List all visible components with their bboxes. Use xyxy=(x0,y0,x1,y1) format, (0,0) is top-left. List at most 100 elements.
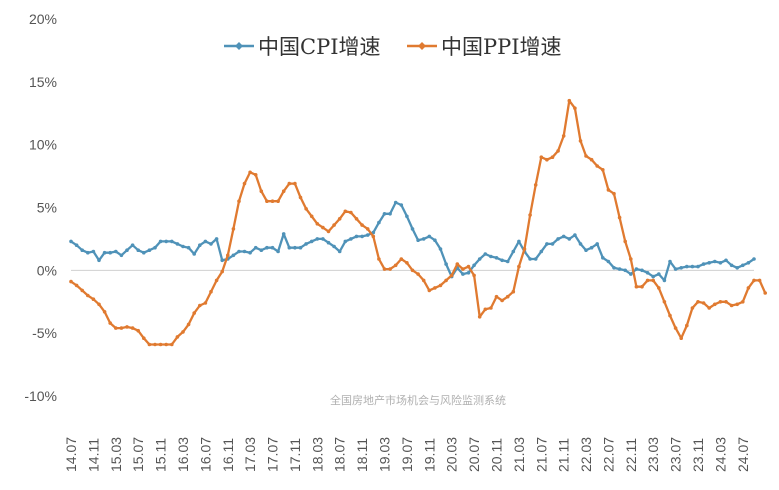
data-point-cpi xyxy=(461,272,465,276)
data-point-cpi xyxy=(91,249,96,254)
legend-label-ppi: 中国PPI增速 xyxy=(441,35,562,59)
data-point-cpi xyxy=(410,227,415,231)
data-point-ppi xyxy=(170,342,174,347)
data-point-ppi xyxy=(142,336,146,341)
data-point-cpi xyxy=(573,233,577,237)
data-point-ppi xyxy=(746,286,751,290)
data-point-ppi xyxy=(332,223,336,227)
data-point-ppi xyxy=(186,322,191,327)
data-point-ppi xyxy=(427,288,432,293)
data-point-cpi xyxy=(158,239,163,244)
data-point-ppi xyxy=(360,223,364,227)
data-point-ppi xyxy=(606,188,611,192)
data-point-cpi xyxy=(186,245,191,250)
data-point-ppi xyxy=(315,222,320,226)
data-point-cpi xyxy=(645,271,650,275)
data-point-cpi xyxy=(192,252,196,256)
data-point-cpi xyxy=(466,271,471,275)
data-point-ppi xyxy=(136,328,140,333)
data-point-ppi xyxy=(511,289,516,294)
data-point-cpi xyxy=(427,234,432,239)
y-tick-label: 20% xyxy=(29,11,57,27)
data-point-ppi xyxy=(595,164,599,168)
data-point-cpi xyxy=(321,237,325,241)
legend: 中国CPI增速 中国PPI增速 xyxy=(224,35,562,59)
data-point-ppi xyxy=(175,335,180,339)
data-point-ppi xyxy=(354,217,359,221)
data-point-cpi xyxy=(539,249,544,254)
data-point-ppi xyxy=(634,284,639,289)
data-point-ppi xyxy=(377,257,381,261)
data-point-ppi xyxy=(573,106,577,110)
data-point-ppi xyxy=(242,181,247,186)
data-point-cpi xyxy=(606,259,611,264)
x-tick-label: 21.07 xyxy=(533,437,549,472)
data-point-ppi xyxy=(757,278,762,283)
data-point-cpi xyxy=(326,240,331,245)
data-point-cpi xyxy=(729,263,734,268)
data-point-ppi xyxy=(416,272,420,276)
data-point-ppi xyxy=(382,267,387,271)
data-point-cpi xyxy=(494,255,499,260)
x-tick-label: 19.11 xyxy=(421,438,437,472)
data-point-cpi xyxy=(147,248,152,252)
data-point-cpi xyxy=(181,244,185,249)
data-point-cpi xyxy=(399,203,404,207)
data-point-cpi xyxy=(153,245,157,250)
series-ppi xyxy=(69,98,767,347)
data-point-ppi xyxy=(80,288,84,293)
data-point-cpi xyxy=(136,248,140,252)
data-point-cpi xyxy=(567,237,572,241)
data-point-ppi xyxy=(365,227,370,231)
data-point-cpi xyxy=(421,237,426,241)
y-tick-label: 10% xyxy=(29,137,57,153)
data-point-ppi xyxy=(337,217,342,221)
data-point-ppi xyxy=(265,199,269,203)
data-point-ppi xyxy=(349,210,353,215)
data-point-ppi xyxy=(505,294,510,299)
legend-marker-ppi xyxy=(418,42,426,50)
data-point-ppi xyxy=(752,278,756,283)
data-point-cpi xyxy=(382,212,387,216)
data-point-ppi xyxy=(153,342,157,347)
data-point-cpi xyxy=(601,255,605,260)
data-point-cpi xyxy=(595,242,599,246)
data-point-cpi xyxy=(388,212,392,216)
data-point-cpi xyxy=(231,253,236,258)
data-point-ppi xyxy=(601,168,605,172)
data-point-cpi xyxy=(533,257,538,261)
data-point-cpi xyxy=(679,266,683,270)
y-tick-label: 5% xyxy=(37,200,57,216)
x-tick-label: 20.07 xyxy=(466,437,482,472)
y-tick-label: -5% xyxy=(32,325,57,341)
data-point-cpi xyxy=(343,239,348,244)
data-point-ppi xyxy=(388,267,392,271)
data-point-ppi xyxy=(343,209,348,214)
x-tick-label: 16.11 xyxy=(220,438,236,472)
data-point-cpi xyxy=(752,257,756,261)
data-point-cpi xyxy=(713,259,717,264)
data-point-ppi xyxy=(561,134,566,138)
data-point-cpi xyxy=(97,258,101,263)
data-point-cpi xyxy=(276,249,280,254)
y-tick-label: 0% xyxy=(37,262,57,278)
data-point-cpi xyxy=(214,237,219,241)
data-point-cpi xyxy=(589,245,594,250)
data-point-ppi xyxy=(657,286,661,290)
data-point-cpi xyxy=(685,264,689,269)
data-point-ppi xyxy=(287,181,292,186)
x-tick-label: 17.03 xyxy=(242,437,258,472)
data-point-cpi xyxy=(293,245,297,250)
data-point-ppi xyxy=(270,199,275,203)
data-point-cpi xyxy=(528,257,532,261)
data-point-cpi xyxy=(393,200,398,205)
data-point-ppi xyxy=(640,284,644,289)
data-point-cpi xyxy=(483,252,488,256)
data-point-ppi xyxy=(556,149,560,153)
data-point-cpi xyxy=(438,247,443,251)
x-tick-label: 19.07 xyxy=(399,437,415,472)
data-point-ppi xyxy=(203,301,208,305)
data-point-ppi xyxy=(707,306,711,310)
data-point-cpi xyxy=(125,248,129,252)
